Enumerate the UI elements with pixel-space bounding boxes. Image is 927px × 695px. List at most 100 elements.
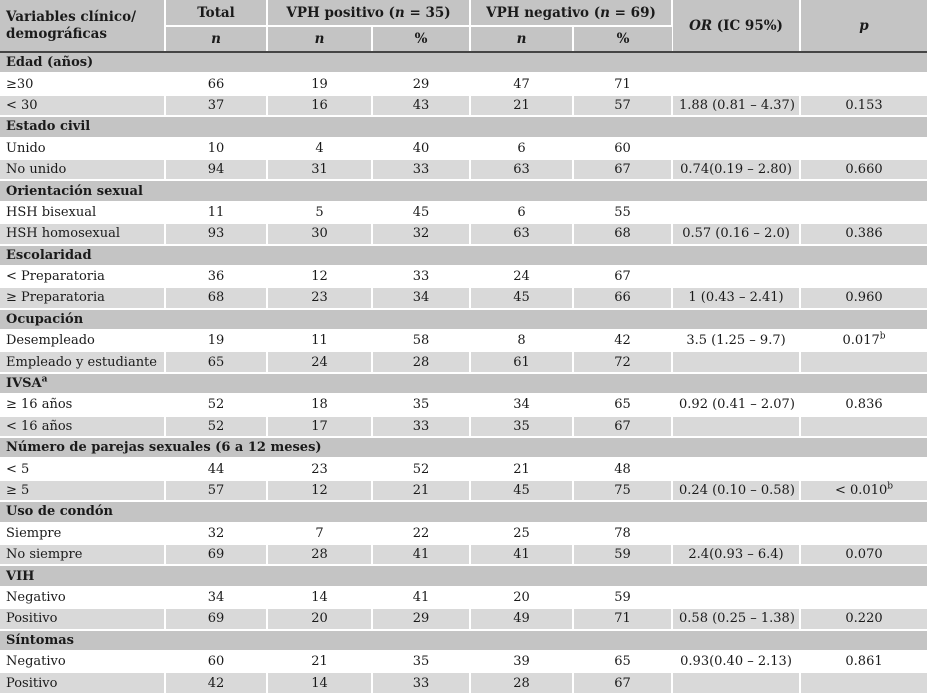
cell-neg-pct: 67 xyxy=(573,265,674,289)
row-label: ≥30 xyxy=(0,73,166,96)
cell-neg-n: 6 xyxy=(470,201,574,225)
section-row: IVSAa xyxy=(0,372,927,396)
cell-or: 0.58 (0.25 – 1.38) xyxy=(672,608,802,631)
cell-or xyxy=(672,73,802,96)
cell-or: 0.74(0.19 – 2.80) xyxy=(672,158,802,182)
row-label: Desempleado xyxy=(0,330,166,353)
data-row: HSH homosexual 93 30 32 63 68 0.57 (0.16 – 2.0… xyxy=(0,223,927,246)
data-row: Positivo 42 14 33 28 67 xyxy=(0,672,927,695)
cell-p: 0.960 xyxy=(800,287,927,310)
section-label: Síntomas xyxy=(0,629,927,652)
cell-neg-n: 21 xyxy=(470,94,574,118)
cell-pos-pct: 34 xyxy=(372,287,471,310)
cell-neg-pct: 66 xyxy=(573,287,674,310)
cell-pos-n: 14 xyxy=(267,672,373,695)
header-row-1: Variables clínico/ demográficas Total VP… xyxy=(0,0,927,53)
data-row: Positivo 69 20 29 49 71 0.58 (0.25 – 1.38) 0.22… xyxy=(0,608,927,631)
cell-pos-n: 31 xyxy=(267,158,373,182)
cell-pos-n: 19 xyxy=(267,73,373,96)
header-or-ic95: OR (IC 95%) xyxy=(672,0,802,53)
row-label: < 5 xyxy=(0,458,166,481)
cell-neg-n: 63 xyxy=(470,223,574,246)
row-label: Positivo xyxy=(0,608,166,631)
cell-pos-pct: 28 xyxy=(372,351,471,374)
cell-pos-n: 30 xyxy=(267,223,373,246)
cell-pos-pct: 33 xyxy=(372,672,471,695)
data-row: ≥30 66 19 29 47 71 xyxy=(0,73,927,96)
data-row: < 30 37 16 43 21 57 1.88 (0.81 – 4.37) 0.153 xyxy=(0,94,927,118)
cell-neg-n: 20 xyxy=(470,586,574,610)
cell-pos-pct: 41 xyxy=(372,543,471,567)
cell-p xyxy=(800,415,927,439)
cell-or: 0.92 (0.41 – 2.07) xyxy=(672,394,802,417)
data-row: HSH bisexual 11 5 45 6 55 xyxy=(0,201,927,225)
cell-p xyxy=(800,586,927,610)
data-row: No siempre 69 28 41 41 59 2.4(0.93 – 6.4) 0.070 xyxy=(0,543,927,567)
cell-neg-pct: 78 xyxy=(573,522,674,546)
cell-or xyxy=(672,415,802,439)
cell-pos-pct: 33 xyxy=(372,158,471,182)
cell-total-n: 44 xyxy=(165,458,268,481)
data-row: < 5 44 23 52 21 48 xyxy=(0,458,927,481)
cell-pos-pct: 40 xyxy=(372,137,471,160)
cell-neg-n: 8 xyxy=(470,330,574,353)
section-label: IVSAa xyxy=(0,372,927,396)
table-body: Edad (años) ≥30 66 19 29 47 71 < 30 37 16 43 21 57 1.… xyxy=(0,52,927,695)
cell-pos-n: 17 xyxy=(267,415,373,439)
cell-neg-n: 35 xyxy=(470,415,574,439)
cell-total-n: 60 xyxy=(165,650,268,674)
cell-or: 0.57 (0.16 – 2.0) xyxy=(672,223,802,246)
cell-pos-n: 4 xyxy=(267,137,373,160)
section-row: Orientación sexual xyxy=(0,180,927,203)
cell-total-n: 19 xyxy=(165,330,268,353)
cell-total-n: 69 xyxy=(165,543,268,567)
cell-p: 0.836 xyxy=(800,394,927,417)
cell-or: 1.88 (0.81 – 4.37) xyxy=(672,94,802,118)
section-row: Estado civil xyxy=(0,116,927,139)
cell-pos-pct: 29 xyxy=(372,73,471,96)
row-label: Negativo xyxy=(0,650,166,674)
cell-neg-n: 47 xyxy=(470,73,574,96)
data-row: Desempleado 19 11 58 8 42 3.5 (1.25 – 9.7) 0.01… xyxy=(0,330,927,353)
cell-or: 0.93(0.40 – 2.13) xyxy=(672,650,802,674)
cell-neg-pct: 71 xyxy=(573,608,674,631)
cell-or xyxy=(672,201,802,225)
cell-p xyxy=(800,522,927,546)
cell-neg-pct: 72 xyxy=(573,351,674,374)
cell-pos-pct: 35 xyxy=(372,394,471,417)
section-row: VIH xyxy=(0,565,927,588)
row-label: HSH homosexual xyxy=(0,223,166,246)
cell-pos-pct: 43 xyxy=(372,94,471,118)
data-row: < Preparatoria 36 12 33 24 67 xyxy=(0,265,927,289)
cell-neg-pct: 65 xyxy=(573,394,674,417)
cell-neg-pct: 48 xyxy=(573,458,674,481)
header-total: Total xyxy=(165,0,268,27)
row-label: Positivo xyxy=(0,672,166,695)
cell-pos-n: 12 xyxy=(267,479,373,503)
cell-total-n: 34 xyxy=(165,586,268,610)
data-row: Siempre 32 7 22 25 78 xyxy=(0,522,927,546)
cell-pos-n: 11 xyxy=(267,330,373,353)
cell-pos-pct: 41 xyxy=(372,586,471,610)
cell-pos-n: 14 xyxy=(267,586,373,610)
data-row: ≥ 5 57 12 21 45 75 0.24 (0.10 – 0.58) < 0.010b xyxy=(0,479,927,503)
cell-neg-pct: 67 xyxy=(573,158,674,182)
section-row: Número de parejas sexuales (6 a 12 meses… xyxy=(0,437,927,460)
header-neg-pct: % xyxy=(573,26,673,53)
header-variables-line2: demográficas xyxy=(6,25,107,42)
cell-neg-pct: 71 xyxy=(573,73,674,96)
cell-total-n: 11 xyxy=(165,201,268,225)
cell-or: 3.5 (1.25 – 9.7) xyxy=(672,330,802,353)
row-label: Unido xyxy=(0,137,166,160)
header-p-value: p xyxy=(800,0,927,53)
header-row-2: n n % n % xyxy=(0,26,927,53)
table-header: Variables clínico/ demográficas Total VP… xyxy=(0,0,927,53)
cell-pos-pct: 35 xyxy=(372,650,471,674)
cell-neg-n: 34 xyxy=(470,394,574,417)
header-pos-pct: % xyxy=(372,26,471,53)
row-label: No siempre xyxy=(0,543,166,567)
cell-neg-pct: 65 xyxy=(573,650,674,674)
cell-p xyxy=(800,73,927,96)
